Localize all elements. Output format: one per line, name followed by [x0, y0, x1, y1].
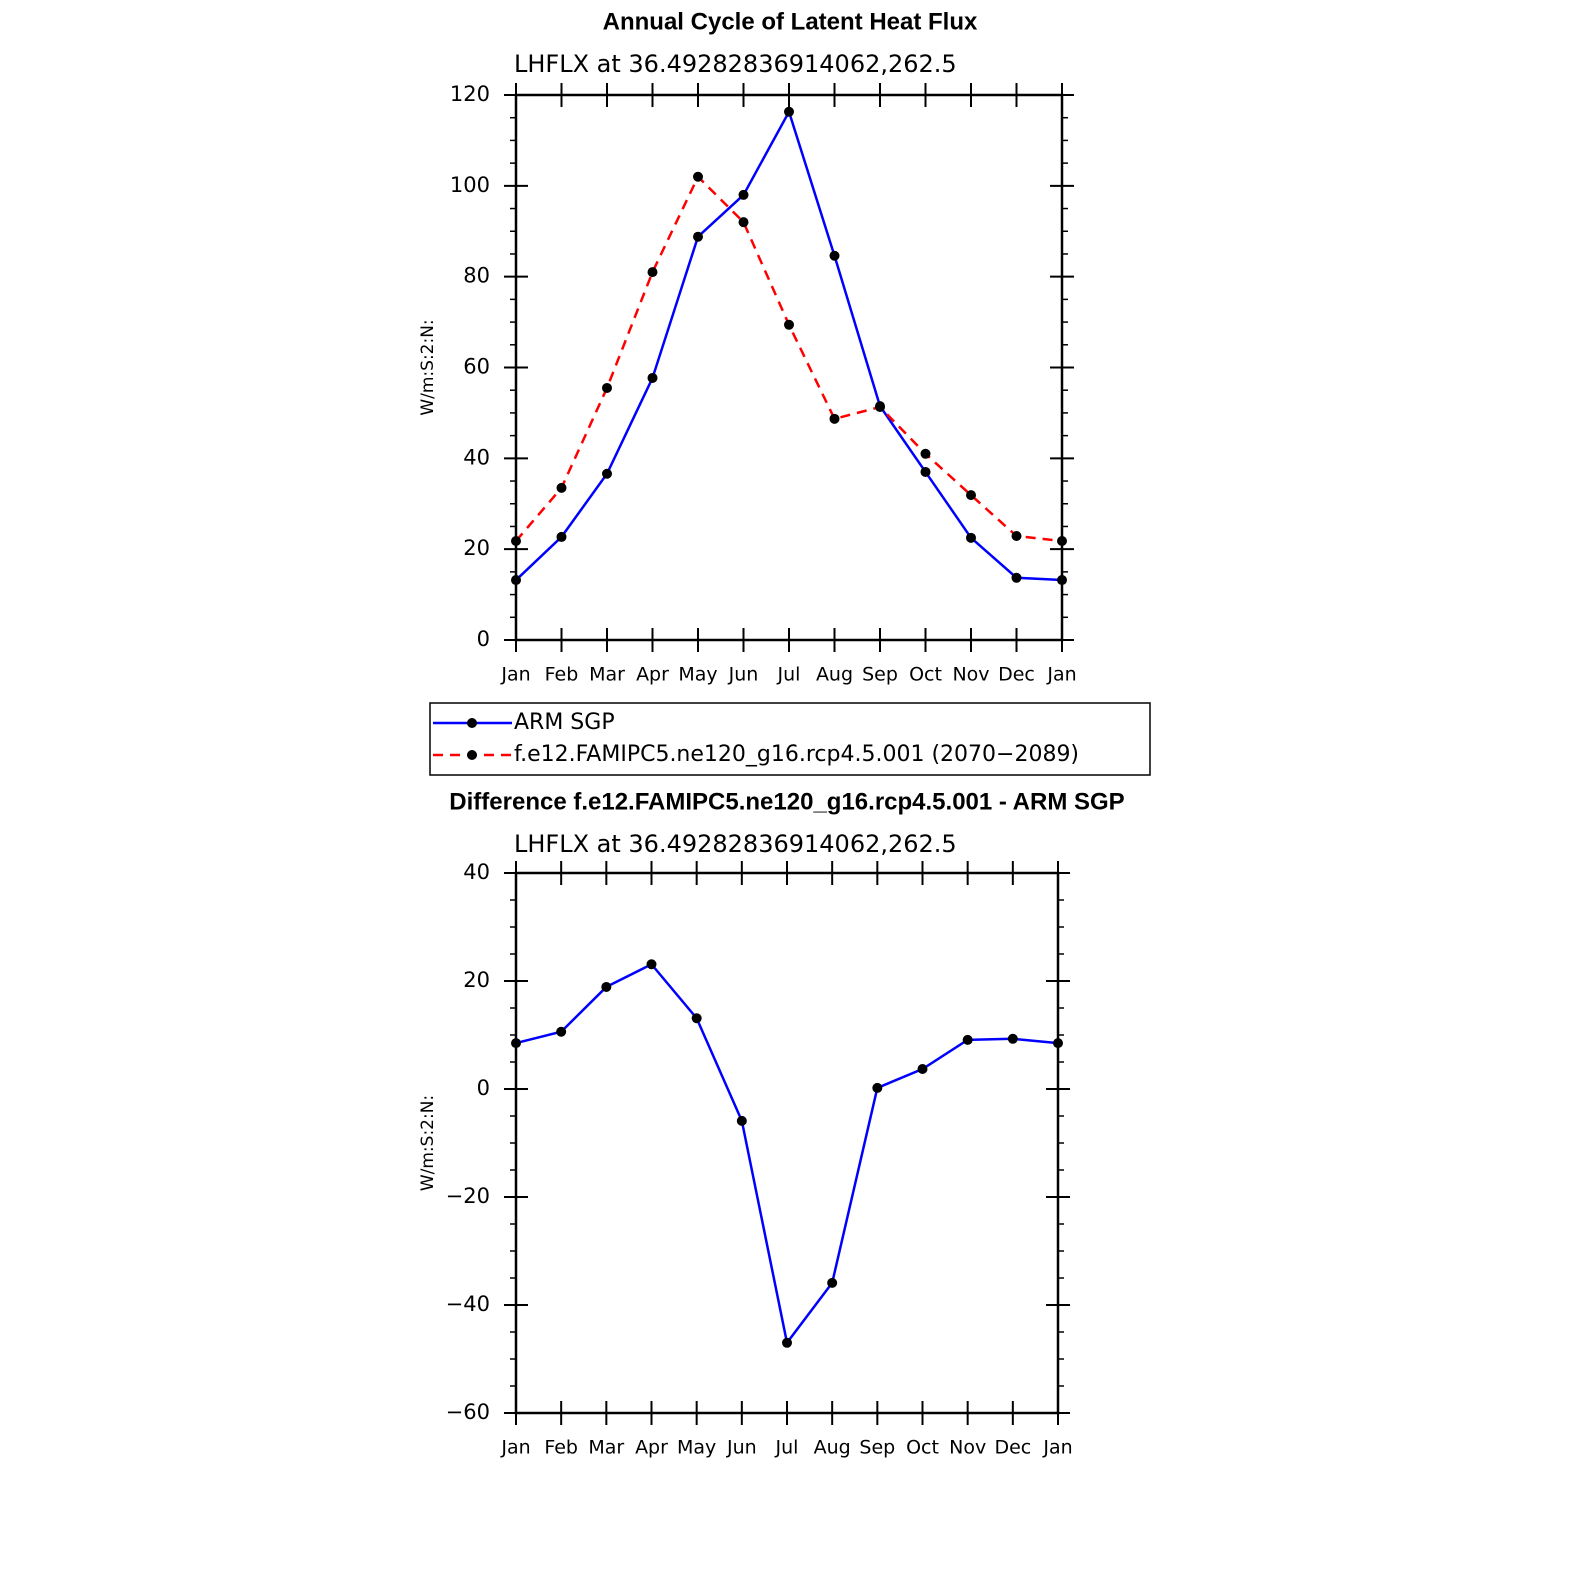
y-tick-label: 40 — [463, 445, 490, 469]
marker — [966, 532, 976, 543]
marker — [827, 1277, 838, 1288]
y-tick-label: 60 — [463, 355, 490, 379]
x-tick-label: Aug — [816, 664, 853, 686]
x-tick-label: Aug — [814, 1437, 851, 1459]
x-tick-label: May — [678, 664, 717, 686]
x-tick-label: Jan — [500, 664, 530, 686]
x-tick-label: Oct — [909, 664, 942, 686]
x-tick-label: Sep — [862, 664, 898, 686]
legend-label: f.e12.FAMIPC5.ne120_g16.rcp4.5.001 (2070… — [514, 742, 1079, 767]
plot-frame — [514, 93, 1064, 642]
x-tick-label: Jun — [728, 664, 759, 686]
x-tick-label: Feb — [544, 1437, 578, 1459]
marker — [736, 1115, 747, 1126]
y-tick-label: 20 — [463, 536, 490, 560]
y-tick-label: 80 — [463, 264, 490, 288]
y-tick-label: 20 — [463, 968, 490, 992]
chart-title: Annual Cycle of Latent Heat Flux — [603, 8, 978, 35]
marker — [1011, 530, 1022, 541]
x-tick-label: Apr — [636, 664, 669, 686]
marker — [784, 106, 794, 117]
y-tick-label: 120 — [450, 82, 490, 106]
y-tick-label: −40 — [446, 1292, 490, 1316]
y-axis-label: W/m:S:2:N: — [418, 319, 438, 415]
marker — [602, 468, 612, 479]
y-tick-label: 40 — [463, 860, 490, 884]
y-tick-label: −60 — [446, 1400, 490, 1424]
marker — [602, 382, 612, 393]
plot-frame — [514, 871, 1060, 1415]
chart-title: Difference f.e12.FAMIPC5.ne120_g16.rcp4.… — [449, 788, 1124, 815]
marker — [1011, 572, 1022, 583]
marker — [920, 466, 931, 477]
marker — [784, 319, 794, 330]
marker — [875, 402, 885, 413]
x-tick-label: Nov — [949, 1437, 986, 1459]
series-line — [515, 962, 1059, 1346]
x-tick-label: Sep — [859, 1437, 895, 1459]
marker — [556, 482, 567, 493]
marker — [1007, 1033, 1018, 1044]
marker — [646, 959, 657, 970]
series-line — [515, 108, 1063, 582]
marker — [691, 1013, 702, 1024]
marker — [829, 250, 840, 261]
marker — [601, 981, 612, 992]
marker — [1057, 535, 1067, 546]
marker — [917, 1064, 928, 1075]
marker — [511, 575, 521, 586]
x-tick-label: Jul — [775, 1437, 799, 1459]
marker — [693, 171, 703, 182]
marker — [693, 231, 703, 242]
marker — [1057, 575, 1067, 586]
y-tick-label: 0 — [477, 627, 490, 651]
legend-marker — [467, 750, 477, 760]
y-tick-label: 0 — [477, 1076, 490, 1100]
x-tick-label: Mar — [588, 1437, 624, 1459]
legend-marker — [467, 718, 477, 728]
x-tick-label: Jan — [500, 1437, 530, 1459]
chart-subtitle: LHFLX at 36.49282836914062,262.5 — [514, 830, 957, 858]
marker — [647, 372, 658, 383]
marker — [556, 1026, 567, 1037]
marker — [738, 217, 749, 228]
marker — [966, 490, 976, 501]
legend-box — [429, 702, 1151, 776]
x-tick-label: Oct — [906, 1437, 939, 1459]
y-tick-label: −20 — [446, 1184, 490, 1208]
marker — [511, 1038, 521, 1049]
x-tick-label: Jan — [1046, 664, 1076, 686]
x-tick-label: Dec — [998, 664, 1035, 686]
x-tick-label: Dec — [994, 1437, 1031, 1459]
x-tick-label: Jan — [1042, 1437, 1072, 1459]
x-tick-label: May — [677, 1437, 716, 1459]
marker — [872, 1082, 883, 1093]
x-tick-label: Feb — [545, 664, 579, 686]
x-tick-label: Jun — [726, 1437, 757, 1459]
marker — [829, 413, 840, 424]
marker — [782, 1337, 792, 1348]
x-tick-label: Apr — [635, 1437, 668, 1459]
x-tick-label: Nov — [952, 664, 989, 686]
x-tick-label: Mar — [589, 664, 625, 686]
marker — [556, 531, 567, 542]
legend-label: ARM SGP — [514, 710, 615, 735]
marker — [1053, 1038, 1063, 1049]
marker — [738, 189, 749, 200]
y-axis-label: W/m:S:2:N: — [418, 1095, 438, 1191]
marker — [962, 1034, 973, 1045]
chart-subtitle: LHFLX at 36.49282836914062,262.5 — [514, 50, 957, 78]
marker — [920, 448, 931, 459]
marker — [511, 535, 521, 546]
x-tick-label: Jul — [777, 664, 801, 686]
y-tick-label: 100 — [450, 173, 490, 197]
marker — [647, 267, 658, 278]
